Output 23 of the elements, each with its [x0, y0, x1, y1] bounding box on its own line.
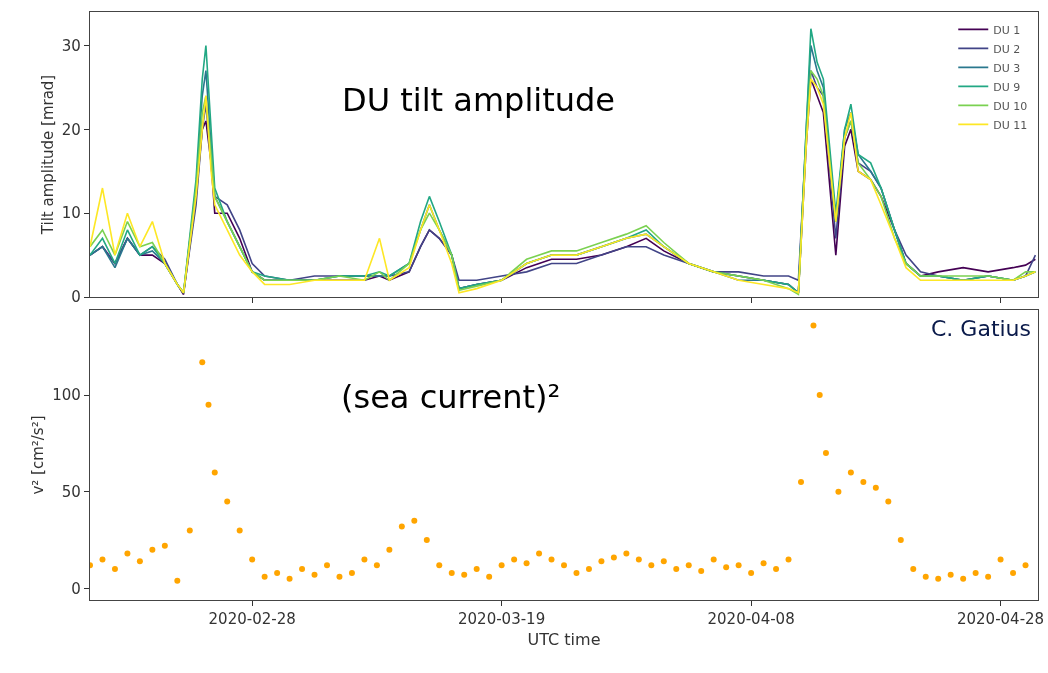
legend-label: DU 11 — [993, 118, 1028, 132]
annotation: C. Gatius — [931, 316, 1032, 341]
annotation: (sea current)² — [341, 378, 561, 416]
x-tick-label: 2020-02-28 — [208, 610, 296, 629]
legend-label: DU 3 — [993, 61, 1021, 75]
x-axis-title: UTC time — [527, 629, 601, 649]
y-tick-label: 0 — [71, 579, 81, 598]
y-tick-label: 100 — [52, 386, 81, 405]
x-tick-label: 2020-04-28 — [956, 610, 1045, 629]
legend-label: DU 1 — [993, 23, 1021, 37]
y-tick-label: 0 — [71, 288, 81, 307]
y-axis-title: Tilt amplitude [mrad] — [39, 74, 58, 236]
x-tick-label: 2020-03-19 — [458, 610, 546, 629]
y-axis-title: v² [cm²/s²] — [29, 415, 48, 495]
y-tick-label: 50 — [61, 482, 81, 501]
legend-label: DU 10 — [993, 99, 1028, 113]
annotation: DU tilt amplitude — [342, 81, 615, 119]
y-tick-label: 30 — [61, 36, 81, 55]
x-tick-label: 2020-04-08 — [707, 610, 795, 629]
y-tick-label: 20 — [61, 120, 81, 139]
legend-label: DU 2 — [993, 42, 1021, 56]
y-tick-label: 10 — [61, 204, 81, 223]
legend-label: DU 9 — [993, 80, 1021, 94]
